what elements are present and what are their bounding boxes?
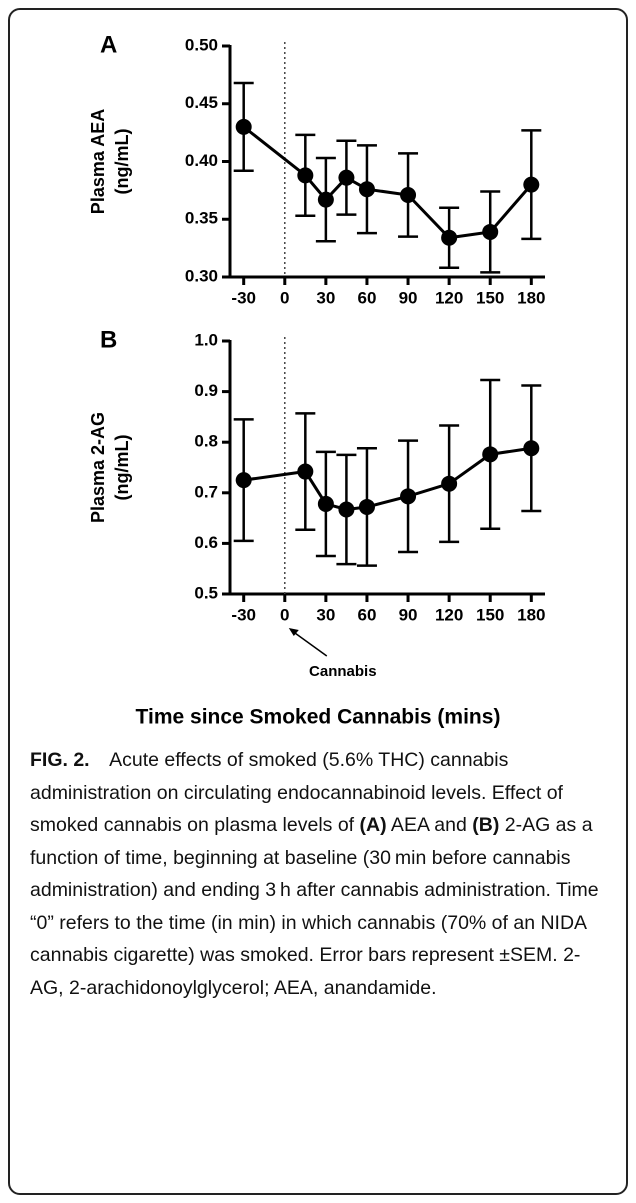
data-point	[317, 495, 334, 512]
y-tick-label: 0.8	[194, 432, 218, 451]
annotation: Cannabis	[309, 663, 377, 680]
figure-frame	[8, 8, 628, 1195]
caption-text: (A)	[359, 814, 387, 836]
y-axis-label: Plasma 2-AG	[88, 412, 108, 523]
x-tick-label: 30	[316, 605, 335, 624]
x-tick-label: 60	[357, 288, 376, 307]
x-tick-label: 150	[476, 605, 504, 624]
data-point	[441, 475, 458, 492]
y-tick-label: 0.7	[194, 482, 218, 501]
y-tick-label: 0.40	[185, 151, 218, 170]
annotation-arrow	[290, 629, 328, 657]
data-line	[242, 125, 533, 240]
y-tick-label: 0.50	[185, 35, 218, 54]
y-axis-unit: (ng/mL)	[112, 435, 132, 501]
panel-label: A	[100, 31, 117, 58]
data-point	[358, 181, 375, 198]
data-point	[235, 118, 252, 135]
data-point	[523, 176, 540, 193]
x-tick-label: 0	[280, 288, 289, 307]
data-point	[400, 186, 417, 203]
x-axis-label: Time since Smoked Cannabis (mins)	[136, 706, 501, 729]
y-tick-label: 0.45	[185, 93, 218, 112]
data-point	[235, 472, 252, 489]
y-axis-label: Plasma AEA	[88, 109, 108, 214]
data-point	[400, 488, 417, 505]
y-tick-label: 0.9	[194, 381, 218, 400]
y-tick-label: 0.35	[185, 209, 218, 228]
data-point	[482, 223, 499, 240]
caption-text: (B)	[472, 814, 500, 836]
y-tick-label: 0.30	[185, 266, 218, 285]
y-tick-label: 0.6	[194, 533, 218, 552]
data-point	[338, 501, 355, 518]
caption: FIG. 2. Acute effects of smoked (5.6% TH…	[30, 744, 605, 1004]
caption-text: Acute effects of smoked (5.6% THC) canna…	[30, 749, 563, 836]
x-tick-label: 90	[399, 288, 418, 307]
y-axis-unit: (ng/mL)	[112, 129, 132, 195]
data-point	[523, 440, 540, 457]
data-point	[441, 229, 458, 246]
data-point	[297, 463, 314, 480]
caption-text: FIG. 2.	[30, 749, 90, 771]
x-tick-label: 60	[357, 605, 376, 624]
x-tick-label: 120	[435, 288, 463, 307]
y-tick-label: 0.5	[194, 583, 218, 602]
data-point	[297, 167, 314, 184]
y-tick-label: 1.0	[194, 330, 218, 349]
data-point	[338, 169, 355, 186]
arrow-head	[288, 628, 299, 636]
data-point	[358, 498, 375, 515]
caption-text: AEA and	[386, 814, 473, 836]
panel-label: B	[100, 326, 117, 353]
x-tick-label: 30	[316, 288, 335, 307]
x-tick-label: 120	[435, 605, 463, 624]
x-tick-label: -30	[231, 288, 256, 307]
x-tick-label: 150	[476, 288, 504, 307]
x-tick-label: -30	[231, 605, 256, 624]
x-tick-label: 180	[517, 605, 545, 624]
caption-text: 2-AG as a function of time, beginning at…	[30, 814, 599, 999]
x-tick-label: 90	[399, 605, 418, 624]
data-point	[482, 446, 499, 463]
x-tick-label: 180	[517, 288, 545, 307]
data-point	[317, 191, 334, 208]
x-tick-label: 0	[280, 605, 289, 624]
